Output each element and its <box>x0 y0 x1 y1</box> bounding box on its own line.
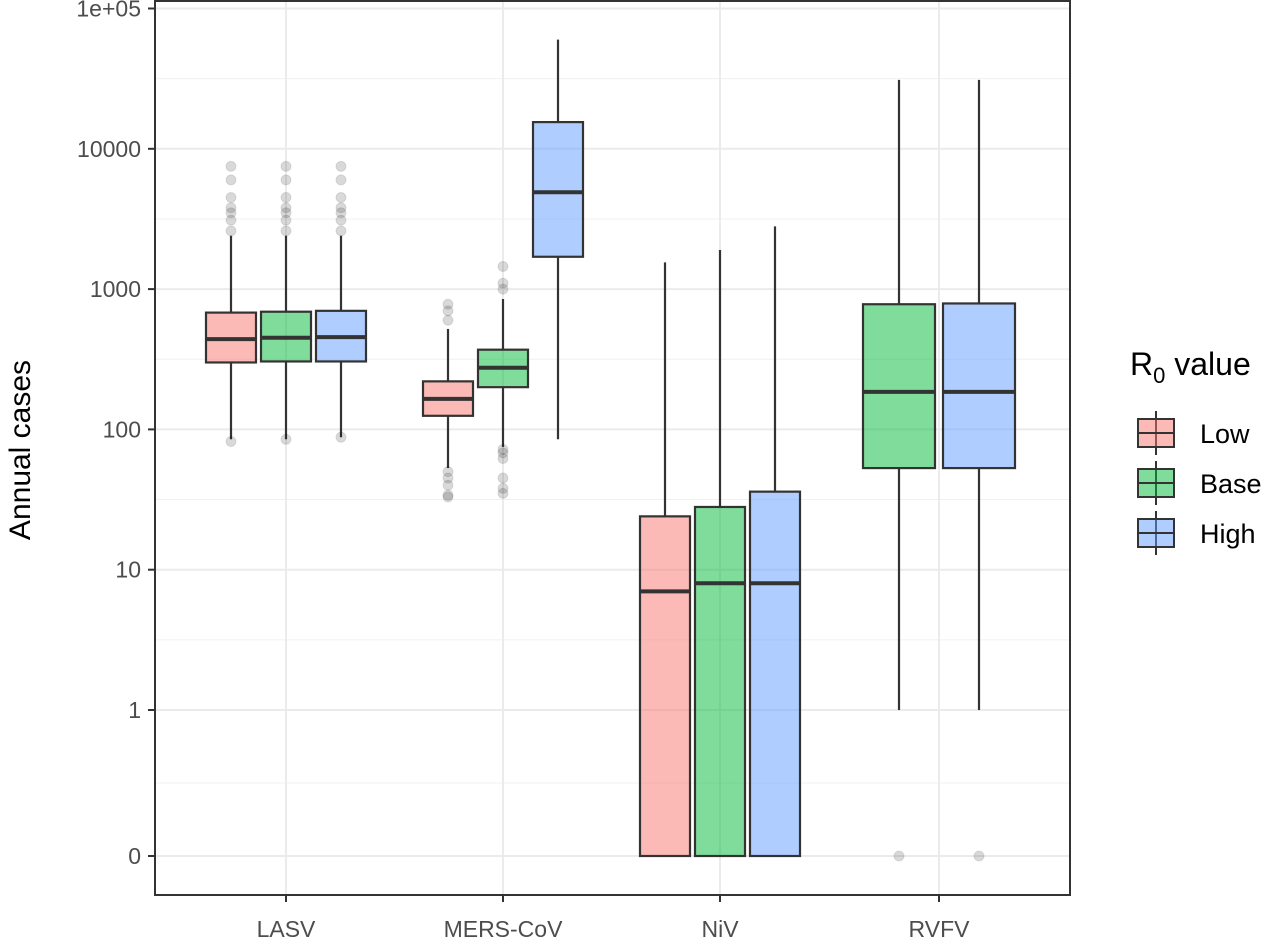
y-tick-label: 10 <box>115 557 141 583</box>
legend-label-base: Base <box>1200 469 1262 499</box>
outlier-point <box>442 489 454 501</box>
outlier-point <box>335 207 347 219</box>
box-body <box>638 515 692 858</box>
legend-label-low: Low <box>1200 419 1250 449</box>
outlier-point <box>497 472 509 484</box>
legend-title: R0 value <box>1130 346 1251 388</box>
outlier-point <box>497 482 509 494</box>
outlier-point <box>280 214 292 226</box>
outlier-point <box>497 447 509 459</box>
outlier-point <box>335 202 347 214</box>
outlier-point <box>442 472 454 484</box>
legend-label-high: High <box>1200 519 1256 549</box>
outlier-point <box>225 214 237 226</box>
outlier-point <box>442 305 454 317</box>
y-axis: 0 1 10 100 1000 10000 1e+05 <box>76 0 155 869</box>
y-axis-title: Annual cases <box>4 360 37 540</box>
outlier-point <box>335 225 347 237</box>
y-tick-label: 1e+05 <box>76 0 141 22</box>
outlier-point <box>280 433 292 445</box>
outlier-point <box>497 487 509 499</box>
outlier-point <box>225 202 237 214</box>
outlier-point <box>225 435 237 447</box>
y-tick-label: 0 <box>128 843 141 869</box>
outlier-point <box>225 207 237 219</box>
box-niv-base <box>693 249 747 858</box>
panel-border <box>154 0 1071 896</box>
box-mers-cov-base <box>476 260 530 499</box>
outlier-point <box>442 314 454 326</box>
outlier-point <box>335 191 347 203</box>
outlier-point <box>280 174 292 186</box>
outlier-point <box>442 491 454 503</box>
boxes <box>204 39 1017 862</box>
legend-key-low <box>1137 411 1175 455</box>
box-niv-low <box>638 262 692 858</box>
outlier-point <box>335 214 347 226</box>
box-mers-cov-low <box>421 298 475 503</box>
outlier-point <box>280 191 292 203</box>
box-body <box>941 302 1017 470</box>
outlier-point <box>280 160 292 172</box>
outlier-point <box>225 191 237 203</box>
outlier-point <box>225 160 237 172</box>
y-tick-label: 1 <box>128 697 141 723</box>
box-rvfv-high <box>941 79 1017 862</box>
box-rvfv-base <box>861 79 937 862</box>
outlier-point <box>893 850 905 862</box>
outlier-point <box>280 225 292 237</box>
outlier-point <box>280 207 292 219</box>
x-tick-label: RVFV <box>909 916 971 940</box>
outlier-point <box>497 260 509 272</box>
box-lasv-low <box>204 160 258 447</box>
y-tick-label: 1000 <box>90 276 141 302</box>
legend-key-base <box>1137 461 1175 505</box>
outlier-point <box>335 174 347 186</box>
outlier-point <box>442 298 454 310</box>
box-body <box>531 120 585 258</box>
box-body <box>861 303 937 470</box>
outlier-point <box>973 850 985 862</box>
outlier-point <box>497 453 509 465</box>
x-tick-label: NiV <box>701 916 739 940</box>
x-axis: LASV MERS-CoV NiV RVFV <box>257 895 971 942</box>
box-lasv-high <box>314 160 368 443</box>
box-body <box>693 505 747 858</box>
y-tick-label: 100 <box>103 416 141 442</box>
outlier-point <box>280 202 292 214</box>
outlier-point <box>497 277 509 289</box>
outlier-point <box>225 225 237 237</box>
outlier-point <box>335 160 347 172</box>
box-body <box>748 490 802 858</box>
box-lasv-base <box>259 160 313 445</box>
legend-key-high <box>1137 511 1175 555</box>
outlier-point <box>442 479 454 491</box>
outlier-point <box>442 466 454 478</box>
outlier-point <box>335 431 347 443</box>
outlier-point <box>225 174 237 186</box>
outlier-point <box>497 443 509 455</box>
x-tick-label: MERS-CoV <box>444 916 564 940</box>
legend: R0 value Low Base High <box>1130 346 1262 555</box>
box-niv-high <box>748 226 802 858</box>
x-tick-label: LASV <box>257 916 316 940</box>
y-tick-label: 10000 <box>77 136 141 162</box>
box-mers-cov-high <box>531 39 585 440</box>
outlier-point <box>497 283 509 295</box>
